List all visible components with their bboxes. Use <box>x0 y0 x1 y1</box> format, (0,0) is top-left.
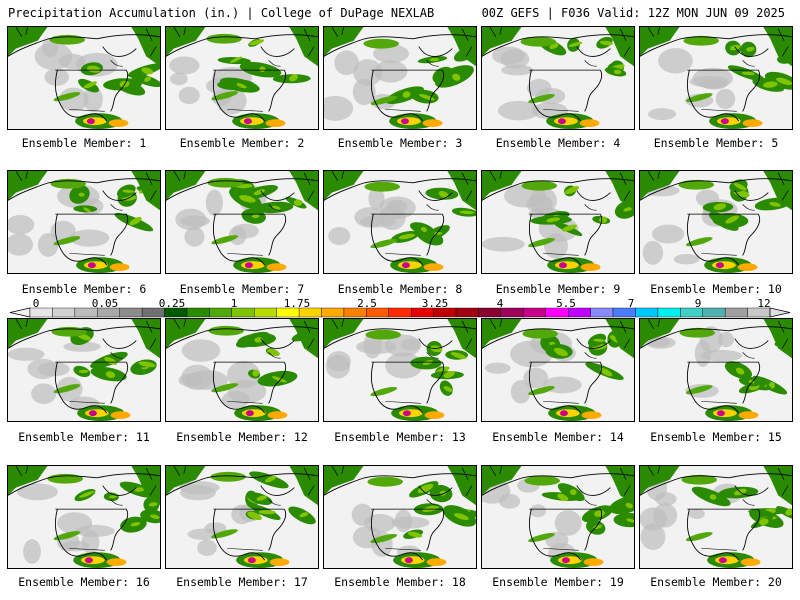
ensemble-member-map <box>639 170 793 274</box>
ensemble-member-label: Ensemble Member: 7 <box>179 282 305 296</box>
map-title: Precipitation Accumulation (in.) | Colle… <box>8 6 435 20</box>
ensemble-member-map <box>7 26 161 130</box>
colorbar-tick-label: 3.25 <box>421 297 449 310</box>
colorbar-swatch <box>388 307 412 318</box>
ensemble-member-label: Ensemble Member: 10 <box>650 282 782 296</box>
colorbar-swatch <box>254 307 277 318</box>
ensemble-member-label: Ensemble Member: 5 <box>653 136 779 150</box>
ensemble-member-label: Ensemble Member: 1 <box>21 136 147 150</box>
ensemble-member-map <box>323 170 477 274</box>
ensemble-member-label: Ensemble Member: 19 <box>492 575 624 589</box>
ensemble-member-label: Ensemble Member: 12 <box>176 430 308 444</box>
colorbar-swatch <box>52 307 76 318</box>
ensemble-member-map <box>7 170 161 274</box>
ensemble-member-map <box>165 318 319 422</box>
colorbar-swatch <box>657 307 681 318</box>
colorbar-tick-label: 5.5 <box>556 297 576 310</box>
colorbar-tick-label: 4 <box>496 297 504 310</box>
colorbar-swatch <box>590 307 614 318</box>
ensemble-member-label: Ensemble Member: 9 <box>495 282 621 296</box>
ensemble-member-map <box>481 318 635 422</box>
ensemble-member-map <box>323 465 477 569</box>
colorbar-swatch <box>523 307 546 318</box>
colorbar-left-arrow <box>9 307 31 318</box>
ensemble-member-label: Ensemble Member: 11 <box>18 430 150 444</box>
ensemble-member-label: Ensemble Member: 13 <box>334 430 466 444</box>
colorbar-tick-label: 12 <box>757 297 771 310</box>
colorbar-tick-label: 1.75 <box>283 297 311 310</box>
colorbar-tick-label: 0.05 <box>91 297 119 310</box>
colorbar <box>9 307 791 318</box>
ensemble-member-label: Ensemble Member: 2 <box>179 136 305 150</box>
ensemble-member-map <box>165 170 319 274</box>
colorbar-tick-label: 0 <box>32 297 40 310</box>
ensemble-member-map <box>481 26 635 130</box>
model-run-info: 00Z GEFS | F036 Valid: 12Z MON JUN 09 20… <box>481 6 785 20</box>
colorbar-swatch <box>186 307 210 318</box>
colorbar-tick-label: 2.5 <box>357 297 377 310</box>
ensemble-member-label: Ensemble Member: 8 <box>337 282 463 296</box>
colorbar-swatch <box>500 307 524 318</box>
ensemble-member-map <box>639 318 793 422</box>
ensemble-member-label: Ensemble Member: 6 <box>21 282 147 296</box>
ensemble-member-label: Ensemble Member: 4 <box>495 136 621 150</box>
colorbar-tick-label: 1 <box>230 297 238 310</box>
ensemble-member-label: Ensemble Member: 17 <box>176 575 308 589</box>
colorbar-swatch <box>455 307 479 318</box>
ensemble-member-label: Ensemble Member: 16 <box>18 575 150 589</box>
ensemble-member-map <box>481 170 635 274</box>
ensemble-member-map <box>7 465 161 569</box>
ensemble-member-label: Ensemble Member: 20 <box>650 575 782 589</box>
colorbar-swatch <box>635 307 659 318</box>
colorbar-tick-label: 0.25 <box>158 297 186 310</box>
colorbar-right-arrow <box>769 307 791 318</box>
colorbar-swatch <box>724 307 748 318</box>
colorbar-swatch <box>209 307 233 318</box>
ensemble-member-label: Ensemble Member: 14 <box>492 430 624 444</box>
colorbar-tick-label: 7 <box>627 297 635 310</box>
ensemble-member-map <box>165 465 319 569</box>
ensemble-member-map <box>481 465 635 569</box>
ensemble-member-label: Ensemble Member: 15 <box>650 430 782 444</box>
ensemble-member-label: Ensemble Member: 3 <box>337 136 463 150</box>
colorbar-tick-label: 9 <box>694 297 702 310</box>
ensemble-member-map <box>639 465 793 569</box>
ensemble-member-map <box>323 318 477 422</box>
colorbar-swatch <box>119 307 143 318</box>
ensemble-member-map <box>639 26 793 130</box>
ensemble-member-map <box>165 26 319 130</box>
ensemble-member-map <box>7 318 161 422</box>
colorbar-swatch <box>321 307 345 318</box>
ensemble-member-label: Ensemble Member: 18 <box>334 575 466 589</box>
ensemble-member-map <box>323 26 477 130</box>
colorbar-swatch <box>702 307 726 318</box>
